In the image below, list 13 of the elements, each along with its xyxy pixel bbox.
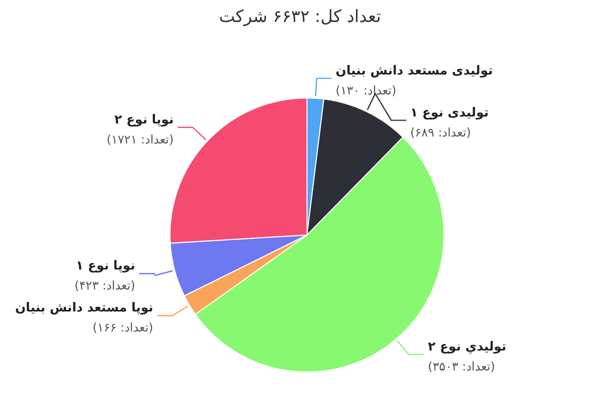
data-label: (تعداد: ۱۶۶) <box>92 320 154 335</box>
slice-label: نوپا نوع ۲ <box>114 111 174 128</box>
slice-label: تولیدی نوع ۱ <box>410 104 489 120</box>
slice-label: نوپا نوع ۱ <box>76 258 136 274</box>
data-label: (تعداد: ۳۵۰۳) <box>428 359 496 374</box>
slice-label: نوپا مستعد دانش بنیان <box>15 300 154 316</box>
chart-title: تعداد کل: ۶۶۳۲ شرکت <box>218 7 382 27</box>
data-label: (تعداد: ۱۳۰) <box>336 83 396 98</box>
slice-label: تولیدی مستعد دانش بنیان <box>336 62 493 78</box>
data-label: (تعداد: ۱۷۲۱) <box>106 132 174 146</box>
data-label: (تعداد: ۶۸۹) <box>410 125 471 140</box>
data-label: (تعداد: ۴۲۳) <box>74 278 136 293</box>
slice-label: تولیدي نوع ۲ <box>428 338 506 354</box>
